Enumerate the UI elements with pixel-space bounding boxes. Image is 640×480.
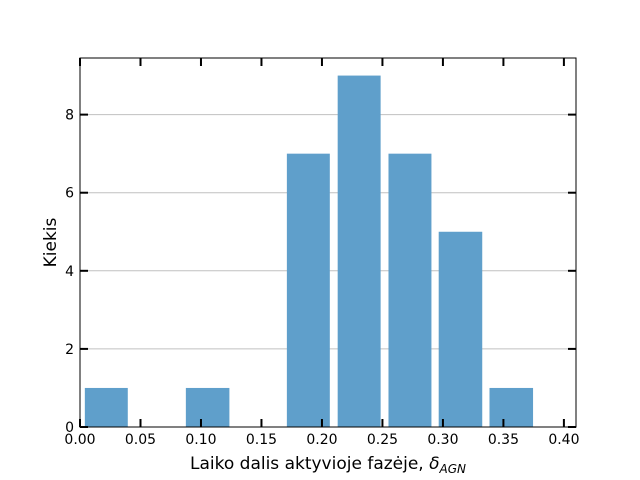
x-tick-label-0.00: 0.00 xyxy=(64,432,95,448)
y-axis-label: Kiekis xyxy=(41,217,61,267)
y-tick-label-6: 6 xyxy=(65,186,74,202)
x-axis-label-text: Laiko dalis aktyvioje fazėje, xyxy=(190,454,429,474)
x-tick-label-0.30: 0.30 xyxy=(427,432,458,448)
bar-4 xyxy=(337,75,381,428)
bar-7 xyxy=(489,387,534,427)
x-tick-label-0.35: 0.35 xyxy=(488,432,519,448)
x-tick-label-0.15: 0.15 xyxy=(246,432,277,448)
ticks: 0.00 0.05 0.10 0.15 0.20 0.25 0.30 0.35 0.40 0 2 4 6… xyxy=(64,58,579,448)
y-tick-label-8: 8 xyxy=(65,108,74,124)
bar-5 xyxy=(388,153,432,427)
y-tick-label-4: 4 xyxy=(65,264,74,280)
x-tick-label-0.25: 0.25 xyxy=(367,432,398,448)
bars xyxy=(84,75,534,428)
bar-6 xyxy=(438,231,483,427)
x-tick-label-0.20: 0.20 xyxy=(306,432,337,448)
x-axis-label: Laiko dalis aktyvioje fazėje, δAGN xyxy=(190,454,466,476)
x-tick-label-0.10: 0.10 xyxy=(185,432,216,448)
x-axis-label-subscript: AGN xyxy=(439,462,467,476)
x-axis-label-symbol: δ xyxy=(429,454,439,474)
x-tick-label-0.05: 0.05 xyxy=(125,432,156,448)
y-tick-label-2: 2 xyxy=(65,342,74,358)
plot-frame xyxy=(79,57,577,428)
bar-3 xyxy=(286,153,330,427)
bar-2 xyxy=(185,387,230,427)
y-tick-label-0: 0 xyxy=(65,420,74,436)
bar-1 xyxy=(84,387,128,427)
x-tick-label-0.40: 0.40 xyxy=(548,432,579,448)
